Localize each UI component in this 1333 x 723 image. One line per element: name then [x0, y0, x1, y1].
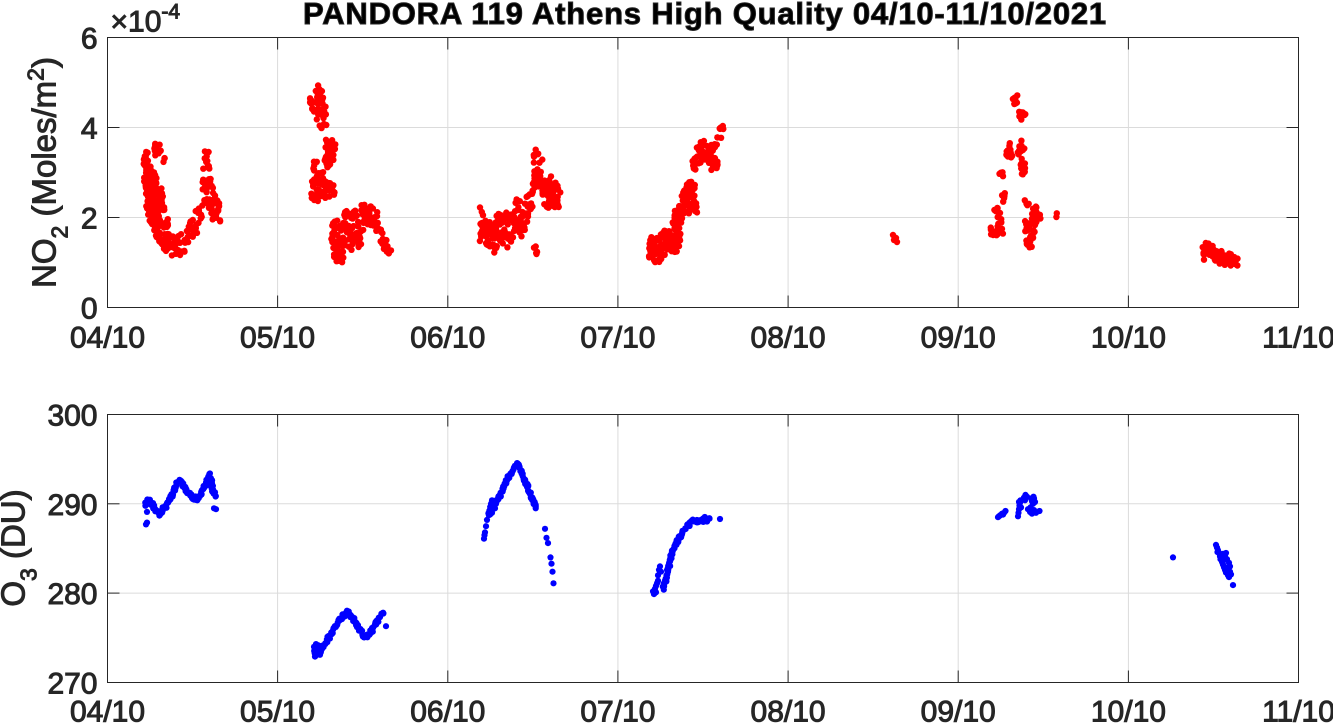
svg-text:280: 280: [47, 578, 97, 611]
svg-text:07/10: 07/10: [580, 322, 655, 355]
svg-text:04/10: 04/10: [70, 696, 145, 723]
svg-text:07/10: 07/10: [580, 696, 655, 723]
svg-text:10/10: 10/10: [1091, 322, 1166, 355]
svg-text:04/10: 04/10: [70, 322, 145, 355]
svg-text:270: 270: [47, 668, 97, 701]
svg-text:PANDORA 119 Athens High Qualit: PANDORA 119 Athens High Quality 04/10-11…: [303, 0, 1107, 31]
svg-text:11/10: 11/10: [1262, 696, 1333, 723]
svg-text:11/10: 11/10: [1262, 322, 1333, 355]
svg-text:08/10: 08/10: [751, 322, 826, 355]
svg-text:4: 4: [81, 113, 98, 146]
svg-text:09/10: 09/10: [921, 696, 996, 723]
svg-text:05/10: 05/10: [240, 696, 315, 723]
svg-text:06/10: 06/10: [410, 322, 485, 355]
svg-text:2: 2: [81, 203, 98, 236]
svg-text:09/10: 09/10: [921, 322, 996, 355]
svg-text:300: 300: [47, 400, 97, 433]
svg-text:06/10: 06/10: [410, 696, 485, 723]
svg-text:08/10: 08/10: [751, 696, 826, 723]
svg-text:10/10: 10/10: [1091, 696, 1166, 723]
svg-text:05/10: 05/10: [240, 322, 315, 355]
svg-text:290: 290: [47, 489, 97, 522]
svg-text:6: 6: [81, 23, 98, 56]
svg-text:0: 0: [81, 293, 98, 326]
